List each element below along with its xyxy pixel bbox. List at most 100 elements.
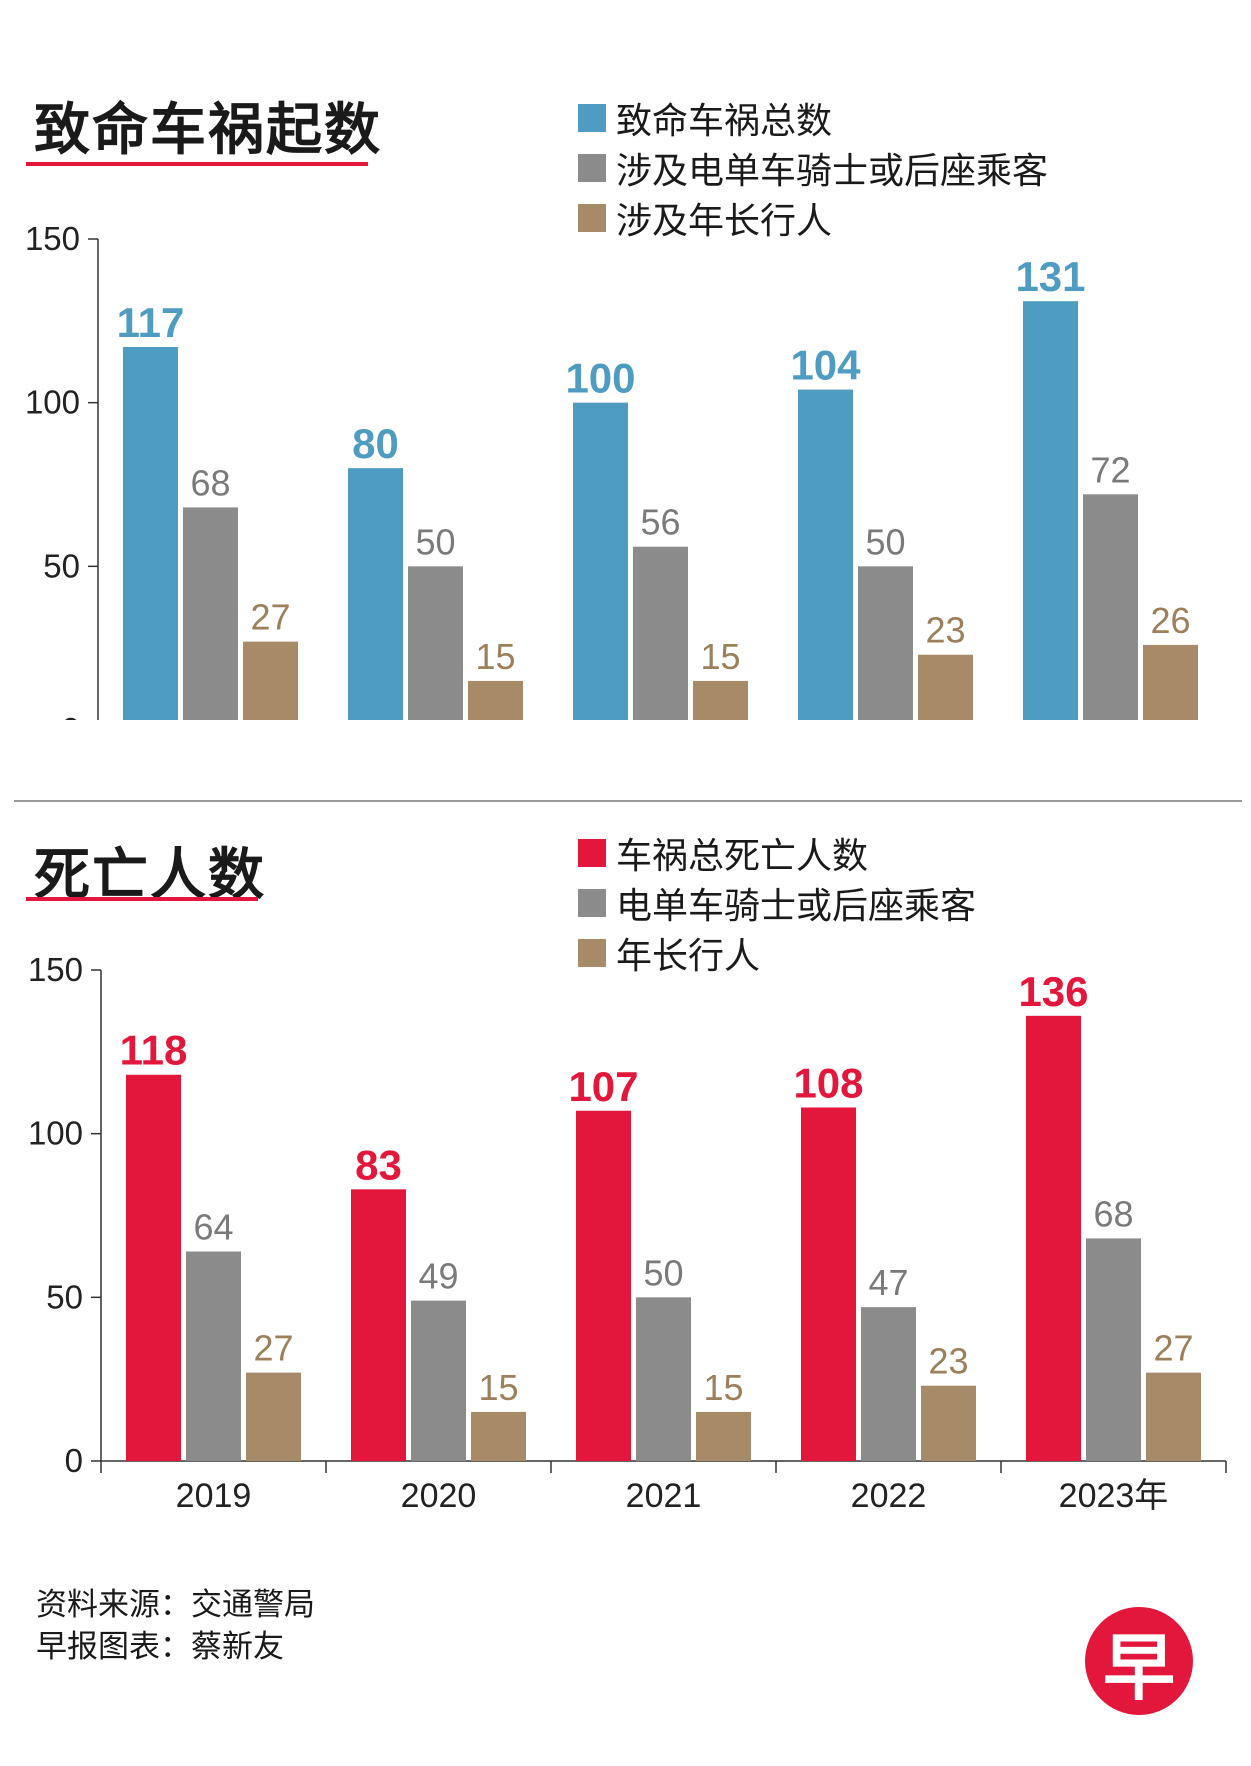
chart2-plot: 0 50 100 150 118 64 27 2019 83 49 15 2020 107 50 15 202…	[28, 951, 1227, 1515]
y-tick-label: 0	[62, 711, 80, 720]
x-tick-label: 2023年	[1059, 1477, 1169, 1515]
bar	[348, 468, 403, 720]
chart1-legend-item-elderly: 涉及年长行人	[578, 193, 1048, 243]
legend-label: 涉及年长行人	[616, 201, 833, 242]
data-label: 27	[1153, 1328, 1193, 1369]
data-label: 15	[703, 1367, 743, 1408]
bar	[186, 1251, 241, 1461]
chart1-plot: 0501001501176827201980501520201005615202…	[25, 220, 1198, 720]
data-label: 83	[355, 1141, 402, 1188]
bar	[1083, 494, 1138, 720]
data-label: 131	[1015, 253, 1085, 300]
chart-fatal-accidents: 致命车祸起数 致命车祸总数 涉及电单车骑士或后座乘客 涉及年长行人 0 50 100…	[0, 0, 1251, 720]
legend-swatch-tan	[578, 939, 606, 967]
y-tick-label: 0	[65, 1442, 83, 1479]
data-label: 23	[928, 1341, 968, 1382]
y-tick-label: 100	[28, 1115, 83, 1152]
y-tick-label: 50	[43, 547, 80, 584]
legend-label: 电单车骑士或后座乘客	[616, 886, 977, 927]
data-label: 27	[250, 597, 290, 638]
bar	[126, 1074, 181, 1461]
chart1-legend-item-total: 致命车祸总数	[578, 93, 1048, 143]
legend-swatch-gray	[578, 889, 606, 917]
x-tick-label: 2022	[851, 1477, 927, 1515]
y-tick-label: 150	[28, 951, 83, 988]
bar	[408, 566, 463, 720]
data-label: 50	[643, 1252, 683, 1293]
data-label: 118	[120, 1027, 188, 1074]
bar	[921, 1385, 976, 1461]
bar	[243, 641, 298, 720]
source-line-1: 资料来源：交通警局	[36, 1587, 315, 1623]
x-tick-label: 2021	[626, 1477, 702, 1515]
legend-swatch-blue	[578, 104, 606, 132]
data-label: 68	[1093, 1193, 1133, 1234]
data-label: 136	[1018, 968, 1088, 1015]
x-tick-label: 2019	[176, 1477, 252, 1515]
bar	[573, 402, 628, 720]
bar	[633, 546, 688, 720]
data-label: 15	[700, 636, 740, 677]
data-label: 26	[1150, 600, 1190, 641]
bar	[801, 1107, 856, 1461]
y-tick-label: 150	[25, 220, 80, 257]
logo-glyph: 早	[1102, 1624, 1175, 1710]
data-label: 50	[865, 521, 905, 562]
chart2-legend: 车祸总死亡人数 电单车骑士或后座乘客 年长行人	[578, 828, 976, 978]
data-label: 100	[565, 355, 635, 402]
data-label: 50	[415, 521, 455, 562]
legend-label: 车祸总死亡人数	[616, 836, 869, 877]
y-tick-label: 100	[25, 384, 80, 421]
data-label: 47	[868, 1262, 908, 1303]
bar	[1143, 644, 1198, 720]
data-label: 27	[253, 1328, 293, 1369]
data-label: 72	[1090, 449, 1130, 490]
data-label: 107	[568, 1063, 638, 1110]
bar	[246, 1372, 301, 1461]
chart2-legend-item-motorcyclist: 电单车骑士或后座乘客	[578, 878, 976, 928]
chart-deaths: 死亡人数 车祸总死亡人数 电单车骑士或后座乘客 年长行人 0 50 100 150 11…	[26, 828, 1227, 1515]
x-tick-label: 2020	[401, 1477, 477, 1515]
bar	[861, 1307, 916, 1461]
bar	[351, 1189, 406, 1461]
bar	[576, 1110, 631, 1461]
data-label: 23	[925, 610, 965, 651]
bar	[1146, 1372, 1201, 1461]
bar	[411, 1300, 466, 1461]
legend-label: 涉及电单车骑士或后座乘客	[616, 151, 1049, 192]
bar	[918, 654, 973, 720]
section-divider	[14, 800, 1242, 802]
legend-swatch-tan	[578, 204, 606, 232]
chart2-title-underline	[26, 897, 258, 901]
data-label: 15	[475, 636, 515, 677]
y-tick-label: 50	[46, 1278, 83, 1315]
bar	[1026, 1015, 1081, 1461]
chart1-title-underline	[26, 162, 368, 166]
zaobao-logo: 早	[1085, 1607, 1193, 1715]
chart2-legend-item-elderly: 年长行人	[578, 928, 976, 978]
data-label: 64	[193, 1207, 233, 1248]
legend-label: 年长行人	[616, 936, 761, 977]
bar	[183, 507, 238, 720]
bar	[1086, 1238, 1141, 1461]
bar	[798, 389, 853, 720]
bar	[858, 566, 913, 720]
bar	[471, 1411, 526, 1461]
chart1-title: 致命车祸起数	[34, 98, 382, 163]
data-label: 108	[793, 1059, 863, 1106]
data-label: 117	[117, 299, 185, 346]
data-label: 56	[640, 502, 680, 543]
source-line-2: 早报图表：蔡新友	[36, 1629, 284, 1665]
chart1-legend: 致命车祸总数 涉及电单车骑士或后座乘客 涉及年长行人	[578, 93, 1048, 243]
data-label: 68	[190, 462, 230, 503]
chart2-legend-item-total: 车祸总死亡人数	[578, 828, 976, 878]
bar	[693, 680, 748, 720]
bar	[636, 1297, 691, 1461]
data-label: 49	[418, 1256, 458, 1297]
legend-swatch-red	[578, 839, 606, 867]
bar	[696, 1411, 751, 1461]
chart1-legend-item-motorcyclist: 涉及电单车骑士或后座乘客	[578, 143, 1048, 193]
bar	[123, 347, 178, 720]
legend-label: 致命车祸总数	[616, 101, 833, 142]
data-label: 15	[478, 1367, 518, 1408]
